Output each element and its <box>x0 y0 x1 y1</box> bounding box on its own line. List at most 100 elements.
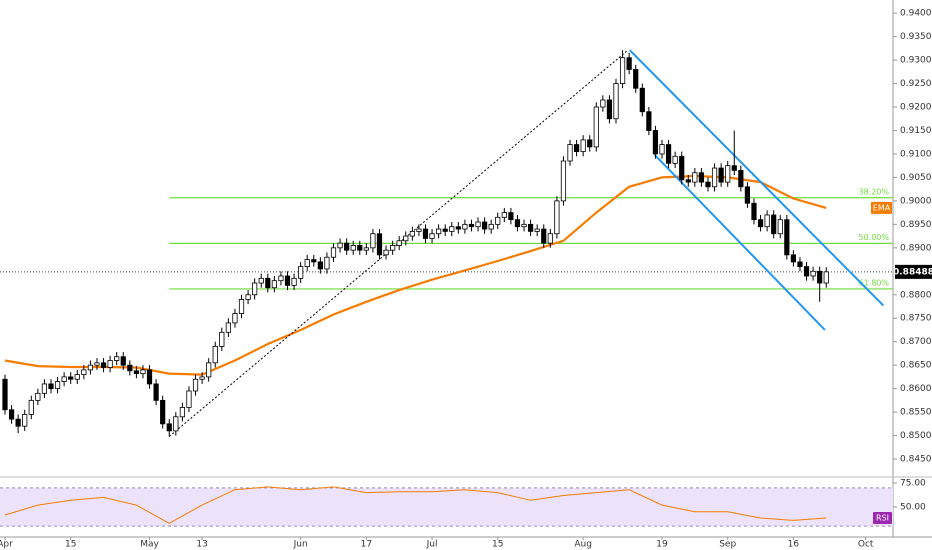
fib-label: 50.00% <box>858 233 889 242</box>
candle-body <box>738 169 744 188</box>
rsi-tag-label: RSI <box>876 514 889 523</box>
candle-body <box>790 254 796 263</box>
candle-body <box>278 275 284 282</box>
y-tick-label: 0.94000 <box>900 9 932 19</box>
candle-body <box>311 259 317 263</box>
candle-body <box>317 261 323 270</box>
candle-body <box>771 214 777 235</box>
last-price-label: 0.88488 <box>893 267 932 277</box>
candle-body <box>284 275 291 286</box>
candle-body <box>692 172 698 183</box>
x-tick-label: 13 <box>196 540 207 550</box>
candle-body <box>370 233 376 249</box>
candle-body <box>120 356 126 366</box>
candle-body <box>206 362 212 378</box>
candle-body <box>593 106 599 148</box>
candle-body <box>613 83 619 120</box>
candle-body <box>475 221 481 228</box>
last-price-tag <box>895 264 932 279</box>
candle-body <box>554 200 560 235</box>
candle-body <box>396 240 402 246</box>
candle-body <box>534 228 540 232</box>
candle-body <box>449 226 455 232</box>
candle-body <box>455 226 461 230</box>
candle-body <box>718 167 724 183</box>
candle-body <box>495 216 501 225</box>
candle-body <box>337 242 343 249</box>
ema-tag-label: EMA <box>873 203 891 212</box>
rsi-band <box>0 487 893 527</box>
trend-line <box>629 49 885 307</box>
candle-body <box>376 233 383 256</box>
candle-body <box>363 247 369 251</box>
candle-body <box>606 99 613 120</box>
candle-body <box>488 223 494 230</box>
candle-body <box>403 235 409 242</box>
rsi-y-tick-label: 50.00 <box>900 503 926 513</box>
candle-body <box>160 399 166 425</box>
candle-body <box>133 370 139 375</box>
candle-body <box>68 376 74 380</box>
candle-body <box>626 57 632 70</box>
candle-body <box>245 294 251 300</box>
candle-body <box>482 221 488 230</box>
candle-body <box>646 111 652 131</box>
x-tick-label: Jul <box>426 540 438 550</box>
candle-body <box>711 167 718 188</box>
candle-body <box>166 423 172 432</box>
candle-body <box>225 322 231 333</box>
candle-body <box>442 228 448 232</box>
candle-body <box>238 299 245 314</box>
x-tick-label: May <box>140 540 159 550</box>
candle-body <box>639 87 645 113</box>
candle-body <box>153 383 159 401</box>
candle-body <box>350 245 356 251</box>
candle-body <box>527 223 534 232</box>
candle-body <box>665 144 672 164</box>
candle-body <box>777 219 783 235</box>
candle-body <box>199 376 205 380</box>
candle-body <box>35 392 41 401</box>
candle-body <box>344 242 350 251</box>
candle-body <box>48 383 54 390</box>
candle-body <box>810 270 816 277</box>
candle-body <box>725 165 731 183</box>
candle-body <box>587 139 593 148</box>
candle-body <box>2 378 8 411</box>
candle-body <box>652 130 659 155</box>
candle-body <box>757 219 764 228</box>
candle-body <box>87 364 94 371</box>
candle-body <box>127 364 133 372</box>
candle-body <box>271 280 277 289</box>
candle-body <box>633 69 639 89</box>
candle-body <box>8 409 15 420</box>
candle-body <box>416 228 422 232</box>
candle-body <box>823 271 829 284</box>
candle-body <box>817 270 823 284</box>
candle-body <box>409 230 415 237</box>
candle-body <box>751 202 757 221</box>
candle-body <box>429 233 435 239</box>
candle-body <box>41 383 48 394</box>
candle-body <box>74 374 80 380</box>
candle-body <box>330 247 337 258</box>
candle-body <box>547 233 553 244</box>
x-tick-label: 17 <box>361 540 372 550</box>
candle-body <box>541 228 547 244</box>
candle-body <box>501 212 507 218</box>
candle-body <box>514 219 521 228</box>
candle-body <box>357 245 363 251</box>
candle-body <box>192 378 199 392</box>
fib-label: 61.80% <box>858 278 889 287</box>
trend-line <box>654 154 826 331</box>
